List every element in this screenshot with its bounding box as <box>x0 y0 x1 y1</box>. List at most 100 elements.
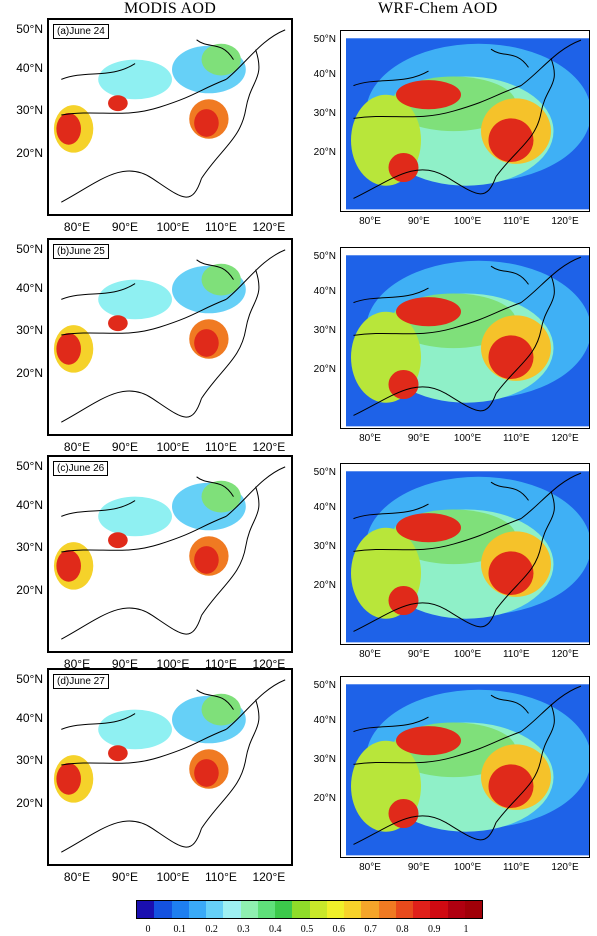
colorbar-swatch <box>447 901 465 918</box>
high-aod-region <box>56 763 81 795</box>
high-aod-region <box>56 550 81 582</box>
high-aod-region <box>56 333 81 365</box>
latitude-tick-label: 50°N <box>16 22 43 36</box>
coastline-border-line <box>61 713 136 730</box>
aod-field <box>53 466 286 640</box>
colorbar-tick-label: 0.5 <box>300 924 314 935</box>
colorbar-swatch <box>309 901 327 918</box>
longitude-tick-label: 80°E <box>359 216 381 227</box>
latitude-tick-label: 20°N <box>313 147 336 159</box>
latitude-tick-label: 30°N <box>16 753 43 768</box>
panel-date-label: (d)June 27 <box>53 674 109 689</box>
latitude-tick-label: 40°N <box>16 497 43 512</box>
coastline-border-line <box>61 78 227 116</box>
coastline-border-line <box>490 694 529 714</box>
aod-field <box>53 249 286 423</box>
longitude-tick-label: 120°E <box>551 433 579 444</box>
coastline-border-line <box>353 731 522 765</box>
high-aod-region <box>488 118 534 163</box>
wrf-chem-aod-map <box>340 30 590 212</box>
longitude-tick-label: 90°E <box>407 649 430 660</box>
colorbar-tick-label: 0.7 <box>364 924 377 935</box>
panel-date-label: (b)June 25 <box>53 244 109 259</box>
colorbar-swatch <box>275 901 293 918</box>
coastline-border-line <box>520 39 582 87</box>
colorbar-swatch <box>223 901 241 918</box>
longitude-tick-label: 100°E <box>453 216 482 227</box>
modis-aod-map: (c)June 26 <box>47 455 293 653</box>
coastline-border-line <box>201 49 260 179</box>
wrf-chem-column-title: WRF-Chem AOD <box>378 0 498 17</box>
coastline-border-line <box>353 518 522 552</box>
longitude-tick-label: 110°E <box>502 862 530 873</box>
latitude-tick-label: 20°N <box>313 793 336 805</box>
colorbar-swatch <box>464 901 482 918</box>
high-aod-region <box>194 329 219 357</box>
longitude-tick-label: 80°E <box>63 657 91 671</box>
high-aod-region <box>108 95 128 112</box>
longitude-tick-label: 110°E <box>204 220 237 234</box>
coastline-border-line <box>353 70 429 87</box>
colorbar-tick-label: 0 <box>145 924 151 935</box>
high-aod-region <box>388 798 419 829</box>
colorbar-tick-label: 0.9 <box>427 924 441 935</box>
coastline-border-line <box>201 486 260 616</box>
coastline-border-line <box>353 602 497 632</box>
latitude-tick-label: 30°N <box>16 103 43 118</box>
coastline-border-line <box>490 265 529 285</box>
latitude-tick-label: 20°N <box>313 364 336 376</box>
coastline-border-line <box>61 607 202 640</box>
high-aod-region <box>488 764 534 809</box>
longitude-tick-label: 100°E <box>156 870 190 884</box>
colorbar-swatch <box>430 901 448 918</box>
coastline-border-line <box>490 48 529 68</box>
colorbar-tick-label: 0.8 <box>396 924 409 935</box>
coastline-border-line <box>520 472 582 520</box>
coastline-border-line <box>196 476 234 497</box>
panel-date-label: (a)June 24 <box>53 24 109 39</box>
colorbar-swatch <box>378 901 396 918</box>
longitude-tick-label: 90°E <box>111 870 139 884</box>
coastline-border-line <box>225 29 286 80</box>
colorbar-swatch <box>206 901 224 918</box>
coastline-border-line <box>520 256 582 304</box>
longitude-tick-label: 90°E <box>111 440 139 454</box>
high-aod-region <box>56 113 81 145</box>
colorbar-swatch <box>344 901 362 918</box>
aod-field <box>346 255 589 427</box>
coastline-border-line <box>201 699 260 829</box>
longitude-tick-label: 80°E <box>63 220 91 234</box>
high-aod-region <box>488 335 534 380</box>
coastline-border-line <box>61 390 202 423</box>
modis-column-title: MODIS AOD <box>124 0 217 17</box>
high-aod-region <box>388 152 419 183</box>
coastline-border-line <box>196 689 234 710</box>
wrf-chem-aod-map <box>340 676 590 858</box>
high-aod-region <box>396 297 461 327</box>
coastline-border-line <box>225 679 286 730</box>
aod-field <box>346 471 589 643</box>
longitude-tick-label: 90°E <box>407 216 430 227</box>
coastline-border-line <box>61 170 202 203</box>
aod-region <box>98 709 172 750</box>
high-aod-region <box>194 546 219 574</box>
coastline-border-line <box>353 716 429 733</box>
latitude-tick-label: 40°N <box>16 60 43 75</box>
colorbar-tick-label: 0.4 <box>268 924 282 935</box>
colorbar-swatch <box>395 901 413 918</box>
modis-aod-map: (b)June 25 <box>47 238 293 436</box>
coastline-border-line <box>353 386 497 416</box>
coastline-border-line <box>495 275 555 394</box>
coastline-border-line <box>61 298 227 336</box>
longitude-tick-label: 90°E <box>111 220 139 234</box>
latitude-tick-label: 30°N <box>313 754 336 766</box>
longitude-tick-label: 120°E <box>252 220 286 234</box>
latitude-tick-label: 50°N <box>16 672 43 686</box>
coastline-border-line <box>495 491 555 610</box>
coastline-border-line <box>495 704 555 823</box>
longitude-tick-label: 100°E <box>453 433 482 444</box>
coastline-border-line <box>353 287 429 304</box>
latitude-tick-label: 50°N <box>313 251 336 262</box>
latitude-tick-label: 40°N <box>16 280 43 295</box>
aod-colorbar <box>136 900 483 919</box>
